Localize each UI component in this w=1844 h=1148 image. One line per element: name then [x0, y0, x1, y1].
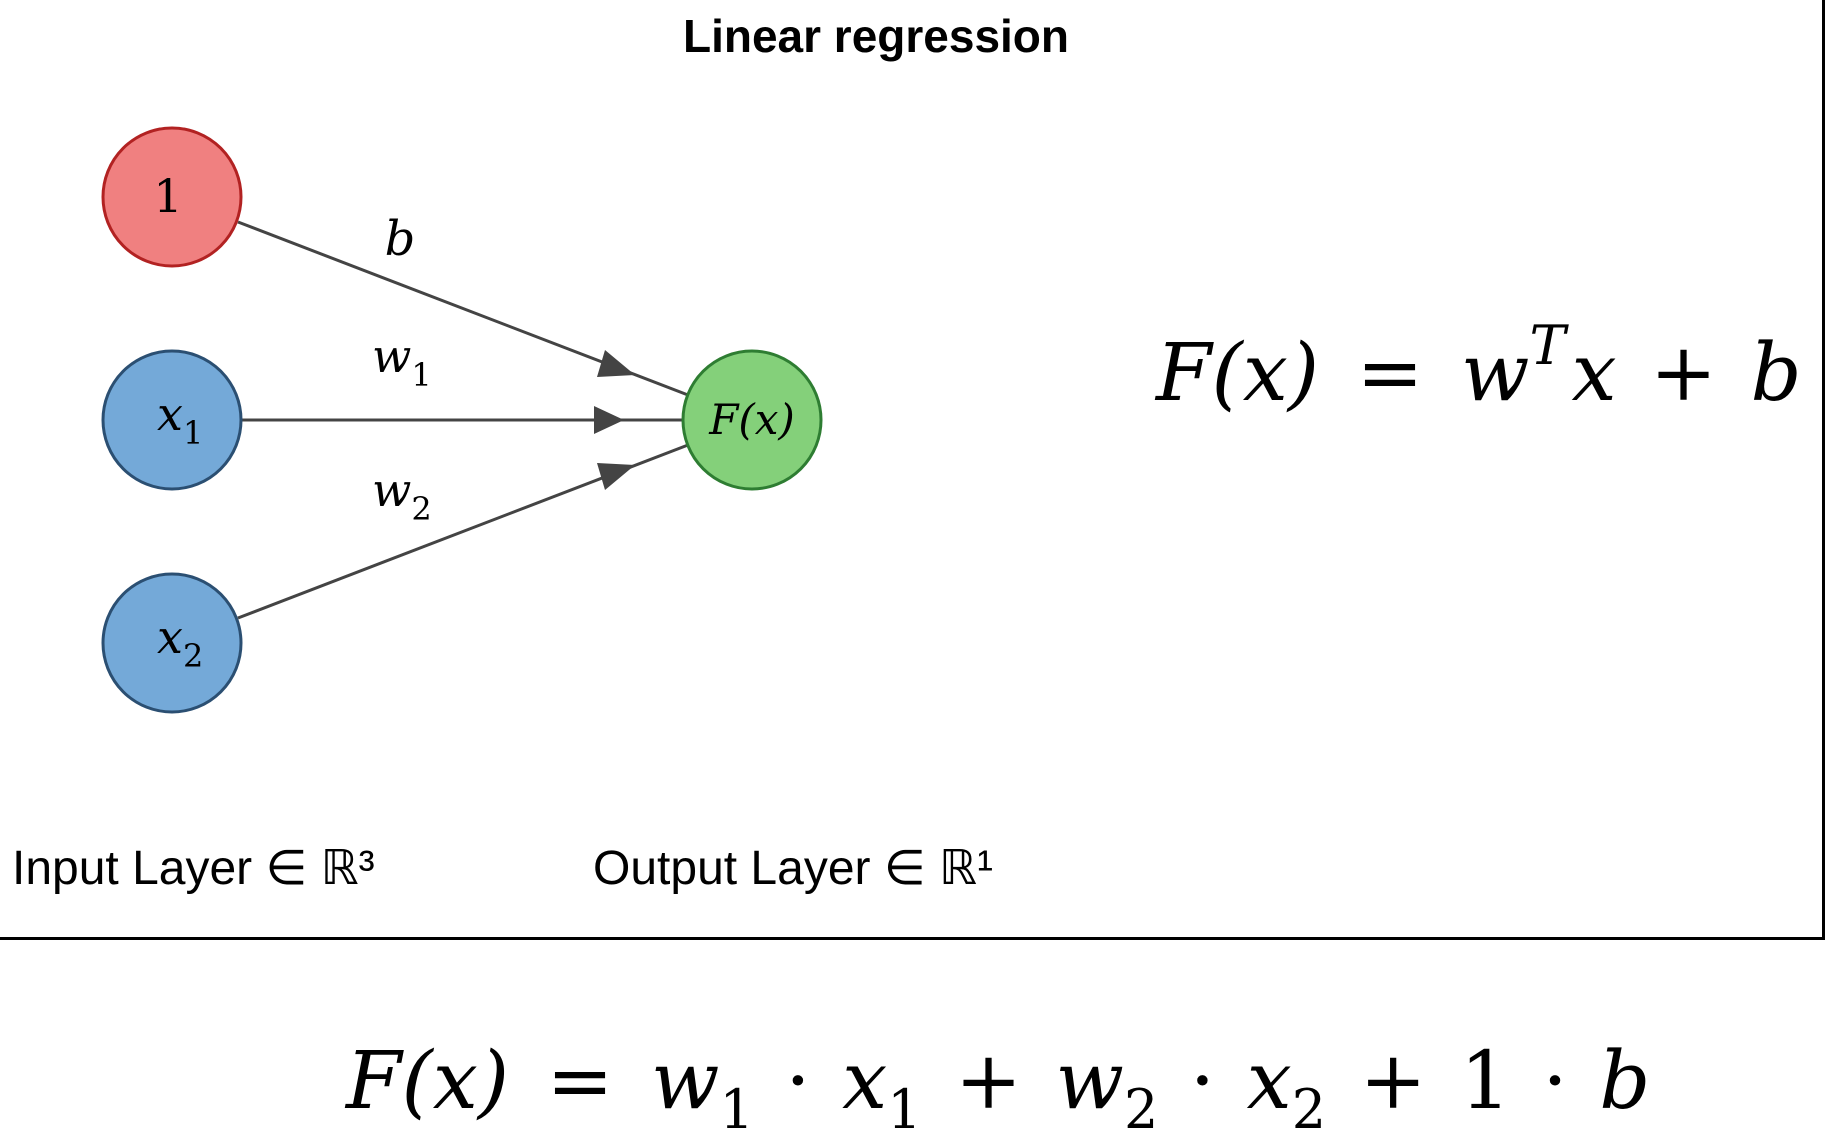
arrowhead-bias — [597, 350, 635, 377]
node-output-label: F(x) — [708, 395, 795, 444]
node-bias-circle — [101, 126, 243, 268]
node-x2-circle — [101, 572, 243, 714]
expanded-equation-dot3: · — [1542, 1034, 1567, 1127]
expanded-equation: F(x) = w1 · x1 + w2 · x2 + 1 · b — [344, 1034, 1650, 1147]
expanded-equation-dot2: · — [1190, 1034, 1215, 1127]
node-output: F(x) — [681, 349, 823, 491]
edge-label-w1: w1 — [372, 329, 432, 394]
edge-label-w2-subscript: 2 — [411, 490, 431, 528]
edge-label-b: b — [385, 211, 416, 267]
arrowhead-x1 — [594, 406, 624, 434]
node-bias-label: 1 — [153, 169, 182, 223]
vector-equation-w: w — [1461, 326, 1529, 419]
node-x2: x2 — [101, 572, 243, 714]
vector-equation-transpose: T — [1529, 314, 1569, 377]
expanded-equation-one: 1 — [1460, 1034, 1511, 1127]
expanded-equation-w1-sub: 1 — [719, 1078, 753, 1141]
diagram-frame — [0, 0, 1825, 940]
expanded-equation-dot1: · — [785, 1034, 810, 1127]
edge-label-w2: w2 — [372, 463, 432, 528]
expanded-equation-equals: = — [546, 1034, 613, 1127]
node-x2-label: x2 — [157, 610, 203, 675]
arrowheads — [594, 350, 635, 490]
expanded-equation-x2-sub: 2 — [1292, 1078, 1326, 1141]
expanded-equation-plus2: + — [1360, 1034, 1427, 1127]
vector-equation: F(x) = wTx + b — [1154, 314, 1802, 419]
expanded-equation-x1: x — [842, 1034, 887, 1127]
expanded-equation-x2: x — [1247, 1034, 1292, 1127]
vector-equation-x: x — [1571, 326, 1616, 419]
vector-equation-equals: = — [1356, 326, 1423, 419]
expanded-equation-lhs: F(x) — [344, 1034, 509, 1127]
node-x1-circle — [101, 349, 243, 491]
expanded-equation-w2-sub: 2 — [1124, 1078, 1158, 1141]
node-x2-subscript: 2 — [183, 637, 203, 675]
vector-equation-lhs: F(x) — [1154, 326, 1319, 419]
output-layer-label: Output Layer ∈ ℝ¹ — [593, 842, 993, 895]
diagram-title: Linear regression — [683, 10, 1069, 62]
node-bias: 1 — [101, 126, 243, 268]
expanded-equation-w2: w — [1056, 1034, 1124, 1127]
edge-label-w1-subscript: 1 — [411, 356, 431, 394]
expanded-equation-b: b — [1599, 1034, 1650, 1127]
node-x1-label: x1 — [157, 387, 203, 452]
node-x1: x1 — [101, 349, 243, 491]
arrowhead-x2 — [597, 463, 635, 490]
vector-equation-b: b — [1751, 326, 1802, 419]
vector-equation-plus: + — [1650, 326, 1717, 419]
node-x1-subscript: 1 — [183, 414, 203, 452]
expanded-equation-w1: w — [651, 1034, 719, 1127]
node-output-circle — [681, 349, 823, 491]
expanded-equation-x1-sub: 1 — [887, 1078, 921, 1141]
input-layer-label: Input Layer ∈ ℝ³ — [12, 842, 375, 895]
expanded-equation-plus1: + — [955, 1034, 1022, 1127]
